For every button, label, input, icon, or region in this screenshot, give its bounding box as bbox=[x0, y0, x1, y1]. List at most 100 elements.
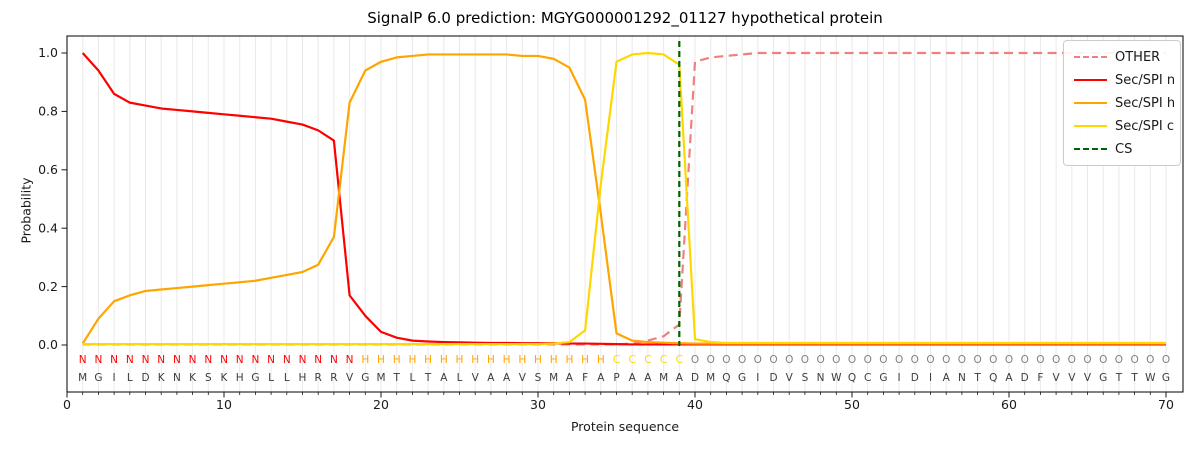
region-letter: O bbox=[895, 354, 903, 366]
legend-item-sec-spi-h: Sec/SPI h bbox=[1074, 95, 1175, 111]
x-tick-label: 0 bbox=[63, 397, 71, 412]
region-letter: O bbox=[816, 354, 824, 366]
sequence-letter: D bbox=[691, 372, 699, 384]
x-tick-label: 60 bbox=[1001, 397, 1017, 412]
sequence-letter: A bbox=[644, 372, 652, 384]
region-letter: O bbox=[738, 354, 746, 366]
region-letter: O bbox=[1083, 354, 1091, 366]
legend-label: CS bbox=[1115, 141, 1133, 157]
sequence-letter: A bbox=[440, 372, 448, 384]
sequence-letter: L bbox=[457, 372, 463, 384]
region-letter: N bbox=[110, 354, 118, 366]
region-letter: O bbox=[1099, 354, 1107, 366]
legend-label: Sec/SPI n bbox=[1115, 72, 1176, 88]
sequence-letter: A bbox=[597, 372, 605, 384]
legend-line-sample bbox=[1074, 56, 1107, 58]
sequence-letter: A bbox=[629, 372, 637, 384]
series-line-sec-spi-c bbox=[82, 51, 1166, 346]
region-letter: O bbox=[911, 354, 919, 366]
sequence-letter: P bbox=[613, 372, 619, 384]
sequence-letter: M bbox=[659, 372, 668, 384]
legend-label: OTHER bbox=[1115, 49, 1161, 65]
sequence-letter: D bbox=[141, 372, 149, 384]
y-axis-ticks: 0.0 0.2 0.4 0.6 0.8 1.0 bbox=[38, 45, 67, 352]
x-axis-ticks: 0 10 20 30 40 50 60 70 bbox=[63, 392, 1174, 412]
grid-lines bbox=[82, 36, 1167, 392]
sequence-letter: G bbox=[738, 372, 746, 384]
sequence-letter: N bbox=[817, 372, 825, 384]
sequence-letter: K bbox=[158, 372, 166, 384]
sequence-letter: V bbox=[786, 372, 794, 384]
region-letter: O bbox=[1052, 354, 1060, 366]
region-letter: H bbox=[408, 354, 416, 366]
sequence-letter: A bbox=[503, 372, 511, 384]
region-letter: N bbox=[157, 354, 165, 366]
region-letter: H bbox=[565, 354, 573, 366]
sequence-letter: A bbox=[1005, 372, 1013, 384]
x-tick-label: 20 bbox=[373, 397, 389, 412]
sequence-letter: W bbox=[831, 372, 842, 384]
legend: OTHER Sec/SPI n Sec/SPI h Sec/SPI c CS bbox=[1063, 40, 1181, 166]
sequence-letter: K bbox=[221, 372, 229, 384]
sequence-letter: V bbox=[519, 372, 527, 384]
region-letter: H bbox=[377, 354, 385, 366]
region-letter: N bbox=[236, 354, 244, 366]
region-letter: O bbox=[1005, 354, 1013, 366]
y-tick-label: 0.6 bbox=[38, 162, 58, 177]
legend-line-sample bbox=[1074, 148, 1107, 150]
sequence-letter: T bbox=[1130, 372, 1138, 384]
sequence-letter: M bbox=[549, 372, 558, 384]
sequence-letter: V bbox=[1084, 372, 1092, 384]
region-letter: O bbox=[722, 354, 730, 366]
legend-item-other: OTHER bbox=[1074, 49, 1170, 65]
region-letter: N bbox=[126, 354, 134, 366]
region-letter: N bbox=[204, 354, 212, 366]
region-letter: H bbox=[597, 354, 605, 366]
region-letter: C bbox=[676, 354, 683, 366]
sequence-letter: Q bbox=[989, 372, 997, 384]
y-tick-label: 0.4 bbox=[38, 220, 58, 235]
sequence-letter: V bbox=[1053, 372, 1061, 384]
region-letter: N bbox=[142, 354, 150, 366]
sequence-letter: V bbox=[346, 372, 354, 384]
sequence-letter: A bbox=[566, 372, 574, 384]
region-letter: N bbox=[346, 354, 354, 366]
region-letter: O bbox=[989, 354, 997, 366]
sequence-letter: W bbox=[1145, 372, 1156, 384]
x-axis-label: Protein sequence bbox=[570, 419, 680, 434]
region-letter: O bbox=[879, 354, 887, 366]
sequence-letter: H bbox=[236, 372, 244, 384]
region-letter: O bbox=[707, 354, 715, 366]
region-letter: O bbox=[1021, 354, 1029, 366]
region-letter: N bbox=[267, 354, 275, 366]
sequence-letter: T bbox=[392, 372, 400, 384]
region-letter: O bbox=[801, 354, 809, 366]
region-letter: O bbox=[848, 354, 856, 366]
sequence-letter: K bbox=[189, 372, 197, 384]
sequence-letter: V bbox=[1068, 372, 1076, 384]
region-letter: O bbox=[1068, 354, 1076, 366]
region-letter: O bbox=[973, 354, 981, 366]
sequence-letter: G bbox=[1162, 372, 1170, 384]
region-letter: N bbox=[173, 354, 181, 366]
sequence-letter: G bbox=[879, 372, 887, 384]
sequence-letter: S bbox=[535, 372, 542, 384]
sequence-letter: S bbox=[802, 372, 809, 384]
sequence-letter: R bbox=[330, 372, 337, 384]
sequence-letter: I bbox=[929, 372, 932, 384]
sequence-letter: G bbox=[251, 372, 259, 384]
series-line-other bbox=[82, 51, 1166, 346]
sequence-letter: G bbox=[94, 372, 102, 384]
series-line-sec-spi-h bbox=[81, 53, 1166, 345]
series-line-sec-spi-n bbox=[81, 52, 1166, 346]
sequence-letter: M bbox=[78, 372, 87, 384]
region-letter: H bbox=[393, 354, 401, 366]
region-letter: H bbox=[534, 354, 542, 366]
sequence-letter: C bbox=[864, 372, 871, 384]
sequence-letter: V bbox=[472, 372, 480, 384]
sequence-letter: S bbox=[205, 372, 212, 384]
region-letter: H bbox=[440, 354, 448, 366]
sequence-letter: I bbox=[898, 372, 901, 384]
region-letter: O bbox=[942, 354, 950, 366]
